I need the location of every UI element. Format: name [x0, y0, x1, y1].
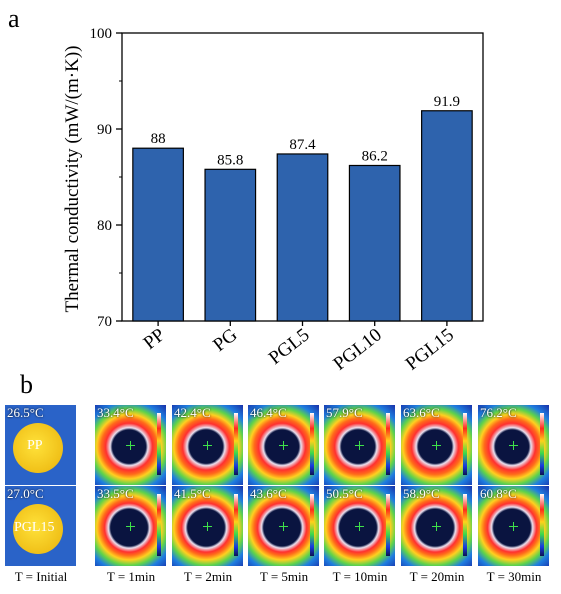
crosshair-marker: [355, 441, 364, 450]
temperature-readout: 76.2°C: [480, 405, 517, 420]
y-tick-label: 70: [97, 314, 112, 330]
thermal-image: 41.5°C: [172, 486, 243, 566]
x-tick-label: PG: [209, 324, 241, 356]
crosshair-marker: [509, 441, 518, 450]
crosshair-marker: [279, 522, 288, 531]
bar: [348, 164, 401, 322]
crosshair-marker: [203, 441, 212, 450]
sample-disk: [13, 423, 63, 473]
temperature-scale-bar: [310, 413, 314, 475]
crosshair-marker: [432, 441, 441, 450]
thermal-image: 33.5°C: [95, 486, 166, 566]
x-tick-label: PGL15: [402, 324, 458, 374]
bar-value-label: 87.4: [289, 137, 316, 153]
temperature-scale-bar: [386, 494, 390, 556]
x-tick-label: PGL5: [265, 324, 314, 369]
time-label: T = 2min: [183, 569, 233, 584]
sample-label: PGL15: [14, 520, 55, 535]
bar-value-label: 88: [151, 131, 166, 147]
x-tick-label: PGL10: [330, 324, 386, 374]
temperature-scale-bar: [234, 494, 238, 556]
temperature-readout: 33.5°C: [97, 486, 134, 501]
temperature-scale-bar: [157, 494, 161, 556]
time-label: T = 5min: [259, 569, 309, 584]
bar-value-label: 86.2: [362, 148, 388, 164]
temperature-readout: 46.4°C: [250, 405, 287, 420]
temperature-readout: 50.5°C: [326, 486, 363, 501]
y-axis-label: Thermal conductivity (mW/(m·K)): [62, 46, 83, 313]
crosshair-marker: [126, 441, 135, 450]
temperature-scale-bar: [463, 494, 467, 556]
crosshair-marker: [509, 522, 518, 531]
time-label: T = 20min: [409, 569, 465, 584]
y-tick-label: 100: [90, 26, 113, 42]
y-tick-label: 90: [97, 122, 112, 138]
panel-b-label: b: [20, 370, 33, 399]
temperature-readout: 27.0°C: [7, 486, 44, 501]
bar: [421, 110, 473, 322]
thermal-image: 33.4°C: [95, 405, 166, 485]
bar: [204, 168, 257, 322]
temperature-scale-bar: [234, 413, 238, 475]
y-tick-label: 80: [97, 218, 112, 234]
temperature-readout: 43.6°C: [250, 486, 287, 501]
thermal-image: PP 26.5°C: [5, 405, 76, 485]
thermal-image: 50.5°C: [324, 486, 395, 566]
temperature-scale-bar: [386, 413, 390, 475]
thermal-image: 57.9°C: [324, 405, 395, 485]
temperature-scale-bar: [310, 494, 314, 556]
time-label: T = 1min: [106, 569, 156, 584]
thermal-image: 58.9°C: [401, 486, 472, 566]
bar-value-label: 91.9: [434, 94, 460, 110]
crosshair-marker: [432, 522, 441, 531]
crosshair-marker: [203, 522, 212, 531]
time-label: T = 10min: [332, 569, 388, 584]
thermal-image: 46.4°C: [248, 405, 319, 485]
bar: [132, 147, 184, 322]
thermal-image: PGL15 27.0°C: [5, 486, 76, 566]
temperature-scale-bar: [157, 413, 161, 475]
x-tick-label: PP: [140, 324, 170, 354]
thermal-image: 42.4°C: [172, 405, 243, 485]
panel-a-label: a: [8, 4, 20, 33]
temperature-readout: 26.5°C: [7, 405, 44, 420]
sample-label: PP: [27, 438, 43, 453]
time-label: T = 30min: [486, 569, 542, 584]
temperature-readout: 42.4°C: [174, 405, 211, 420]
temperature-readout: 63.6°C: [403, 405, 440, 420]
temperature-scale-bar: [540, 494, 544, 556]
thermal-image: 43.6°C: [248, 486, 319, 566]
temperature-readout: 58.9°C: [403, 486, 440, 501]
bar-chart: 70 80 90 100 Thermal conductivity (mW/(m·K))…: [62, 26, 484, 375]
crosshair-marker: [126, 522, 135, 531]
thermal-image: 63.6°C: [401, 405, 472, 485]
sample-disk: [13, 504, 63, 554]
temperature-scale-bar: [463, 413, 467, 475]
temperature-readout: 41.5°C: [174, 486, 211, 501]
thermal-image: 60.8°C: [478, 486, 549, 566]
temperature-readout: 33.4°C: [97, 405, 134, 420]
time-label: T = Initial: [14, 569, 68, 584]
temperature-scale-bar: [540, 413, 544, 475]
bar: [276, 153, 329, 322]
thermal-image: 76.2°C: [478, 405, 549, 485]
bar-value-label: 85.8: [217, 152, 243, 168]
temperature-readout: 60.8°C: [480, 486, 517, 501]
crosshair-marker: [279, 441, 288, 450]
temperature-readout: 57.9°C: [326, 405, 363, 420]
crosshair-marker: [355, 522, 364, 531]
